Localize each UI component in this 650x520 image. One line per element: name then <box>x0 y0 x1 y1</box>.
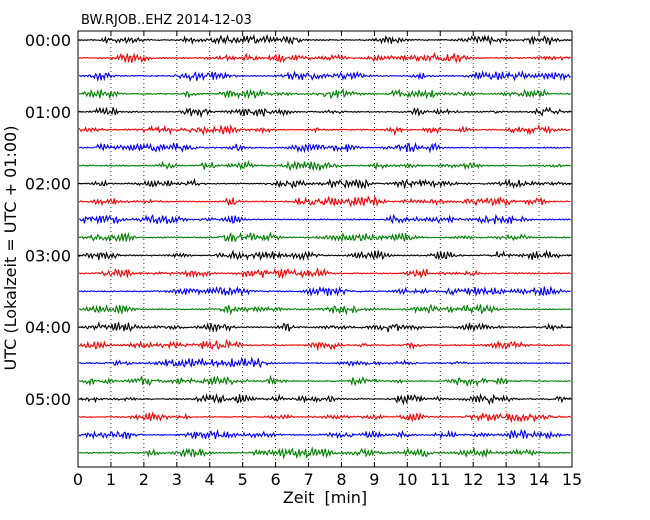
seismic-trace <box>78 177 571 190</box>
x-tick-label: 13 <box>496 470 516 489</box>
chart-title: BW.RJOB..EHZ 2014-12-03 <box>81 13 252 28</box>
seismic-trace <box>78 87 572 100</box>
seismic-trace <box>78 249 571 262</box>
seismic-trace <box>78 356 571 369</box>
seismic-trace <box>78 411 572 424</box>
seismic-trace <box>78 338 571 351</box>
seismic-trace <box>78 124 571 137</box>
x-tick-label: 3 <box>172 470 182 489</box>
x-tick-label: 5 <box>238 470 248 489</box>
x-tick-label: 4 <box>205 470 215 489</box>
x-tick-label: 14 <box>529 470 549 489</box>
y-tick-label: 01:00 <box>25 103 71 122</box>
y-tick-label: 03:00 <box>25 246 71 265</box>
seismic-trace <box>78 374 571 388</box>
x-tick-label: 9 <box>369 470 379 489</box>
x-tick-label: 7 <box>303 470 313 489</box>
x-tick-label: 11 <box>430 470 450 489</box>
y-axis: 00:00 01:00 02:00 03:00 04:00 05:00 <box>25 31 572 409</box>
x-tick-label: 12 <box>463 470 483 489</box>
x-tick-label: 8 <box>336 470 346 489</box>
seismic-trace <box>78 69 571 83</box>
x-tick-label: 6 <box>271 470 281 489</box>
x-tick-label: 2 <box>139 470 149 489</box>
x-tick-label: 10 <box>397 470 417 489</box>
seismic-trace <box>78 159 572 172</box>
seismic-trace <box>79 285 571 298</box>
y-tick-label: 04:00 <box>25 318 71 337</box>
y-tick-label: 00:00 <box>25 31 71 50</box>
seismic-trace <box>78 428 572 440</box>
x-grid <box>110 31 540 467</box>
seismic-trace <box>78 446 571 460</box>
x-tick-label: 1 <box>106 470 116 489</box>
seismic-trace <box>78 267 572 280</box>
x-tick-label: 15 <box>562 470 582 489</box>
y-tick-label: 05:00 <box>25 390 71 409</box>
seismic-trace <box>78 51 572 64</box>
seismic-trace <box>78 303 571 316</box>
seismic-trace <box>78 141 571 154</box>
seismic-trace <box>78 106 572 119</box>
x-axis: 0 1 2 3 4 5 6 7 8 9 10 11 12 13 14 15 <box>73 31 582 489</box>
seismic-traces <box>78 33 572 460</box>
y-axis-label: UTC (Lokalzeit = UTC + 01:00) <box>1 126 20 371</box>
seismic-trace <box>78 393 571 406</box>
plot-frame <box>77 30 573 468</box>
seismic-trace <box>78 213 572 225</box>
x-axis-label: Zeit [min] <box>283 488 367 507</box>
seismic-trace <box>78 321 571 333</box>
y-tick-label: 02:00 <box>25 175 71 194</box>
seismic-trace <box>78 231 571 243</box>
x-tick-label: 0 <box>73 470 83 489</box>
seismic-trace <box>78 195 571 208</box>
seismic-trace <box>78 33 572 46</box>
